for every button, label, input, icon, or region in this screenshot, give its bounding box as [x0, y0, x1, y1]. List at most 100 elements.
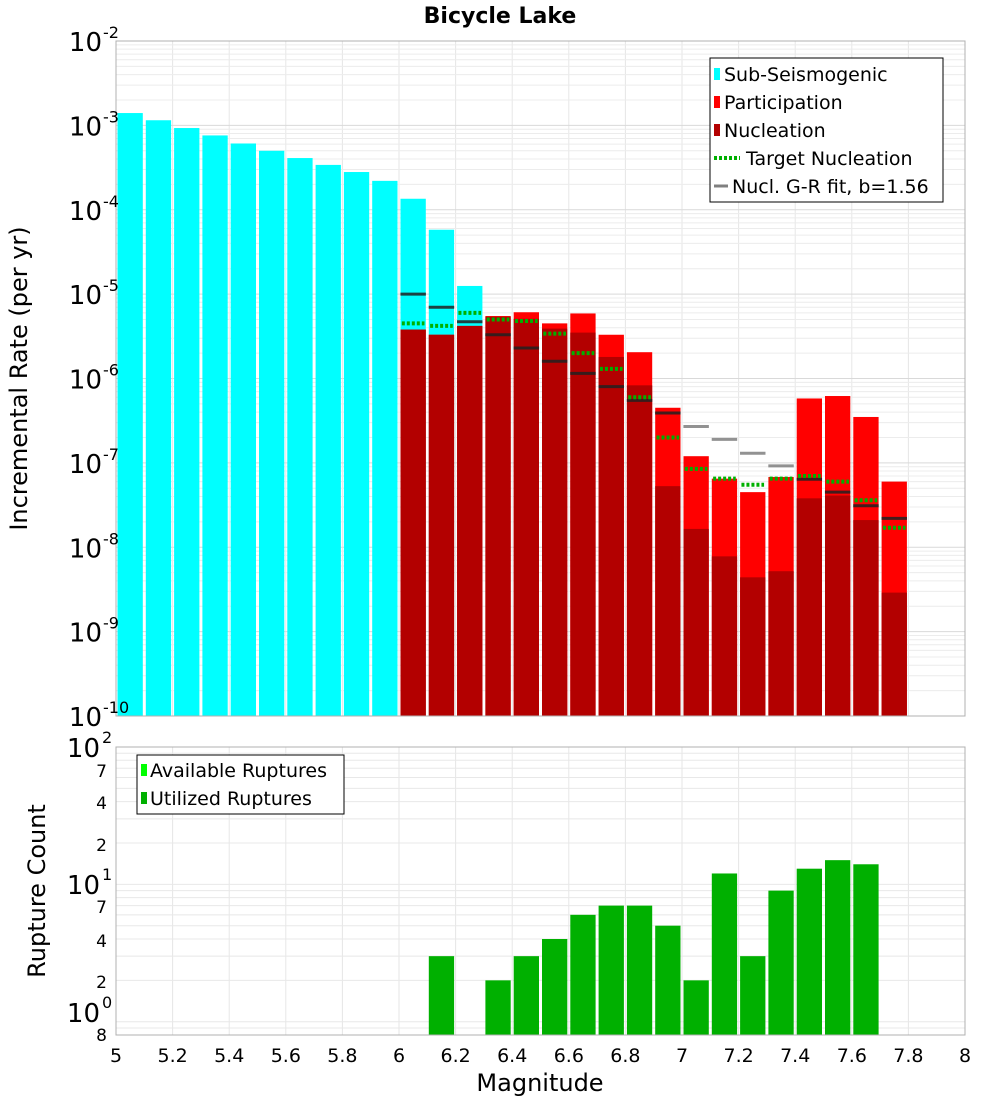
utilized-ruptures-bar: [598, 905, 624, 1035]
sub-seismogenic-bar: [372, 180, 398, 716]
legend-label: Nucleation: [724, 120, 826, 142]
legend-item-available-ruptures: Available Ruptures: [141, 760, 327, 782]
rate-y-tick-exponent: -3: [103, 107, 119, 126]
nucleation-bar: [796, 498, 822, 716]
nucleation-bar: [513, 318, 539, 716]
nucleation-bar: [853, 520, 879, 716]
nucleation-bar: [542, 328, 568, 716]
rate-grid: [115, 41, 966, 717]
rate-y-tick-label: 10: [69, 450, 102, 480]
rate-y-tick: 10 -7: [69, 445, 119, 480]
rate-y-tick-exponent: -7: [103, 445, 119, 464]
nucleation-bar: [598, 356, 624, 716]
x-tick-label: 5.2: [157, 1045, 187, 1067]
rate-y-tick-exponent: -8: [103, 529, 119, 548]
rate-y-tick: 10 -2: [69, 23, 119, 58]
count-y-tick: 10 2: [67, 728, 112, 764]
x-tick-label: 6: [393, 1045, 405, 1067]
x-tick-label: 5: [110, 1045, 122, 1067]
count-y-tick-label: 4: [96, 932, 107, 952]
legend-item-target-nucleation: Target Nucleation: [714, 148, 913, 170]
count-y-tick-label: 4: [96, 794, 107, 814]
nucleation-bar: [740, 577, 766, 716]
rate-legend-box: [709, 57, 944, 203]
rate-panel: 10-210-310-410-510-610-710-810-910-10 In…: [5, 23, 966, 733]
count-y-tick: 4: [96, 932, 107, 952]
rate-y-tick: 10 -5: [69, 276, 119, 311]
x-tick-label: 6.8: [610, 1045, 640, 1067]
count-y-tick-exponent: 1: [102, 865, 112, 884]
count-y-tick-label: 2: [96, 973, 107, 993]
x-tick-label: 6.4: [497, 1045, 527, 1067]
legend-label: Target Nucleation: [745, 148, 913, 170]
x-tick-label: 8: [959, 1045, 971, 1067]
count-y-tick-label: 7: [96, 762, 107, 782]
utilized-ruptures-bar: [740, 956, 766, 1035]
chart-title: Bicycle Lake: [424, 4, 577, 29]
count-y-tick-label: 7: [96, 898, 107, 918]
legend-swatch: [141, 764, 147, 776]
rate-y-tick-label: 10: [69, 28, 102, 58]
sub-seismogenic-bar: [287, 158, 313, 716]
legend-item-participation: Participation: [714, 92, 843, 114]
count-y-tick-label: 8: [96, 1026, 107, 1046]
count-y-tick-label: 10: [67, 734, 100, 764]
nucleation-bar: [711, 556, 738, 716]
legend-label: Available Ruptures: [150, 760, 327, 782]
rate-y-tick-exponent: -9: [103, 614, 119, 633]
legend-item-utilized-ruptures: Utilized Ruptures: [141, 788, 312, 810]
count-y-tick-exponent: 2: [102, 728, 112, 747]
rate-markers: [400, 292, 907, 530]
sub-seismogenic-bar: [145, 120, 172, 717]
rate-bars: [117, 113, 907, 717]
nucleation-bar: [400, 329, 426, 716]
x-tick-label: 7: [676, 1045, 688, 1067]
sub-seismogenic-bar: [315, 164, 341, 716]
nucleation-bar: [825, 495, 851, 716]
nucleation-bar: [768, 571, 794, 716]
count-x-ticks: 5 5.2 5.4 5.6 5.8 6 6.2 6.4 6.6 6.8 7 7.2 7.4 7.6 7.8 8: [110, 1045, 971, 1067]
sub-seismogenic-bar: [259, 150, 285, 716]
rate-legend: Sub-Seismogenic Participation Nucleation Ta…: [709, 57, 944, 203]
rate-y-tick: 10 -9: [69, 614, 119, 649]
utilized-ruptures-bar: [853, 864, 879, 1035]
rate-y-ticks: 10-210-310-410-510-610-710-810-910-10: [69, 23, 129, 733]
utilized-ruptures-bar: [428, 956, 455, 1035]
sub-seismogenic-bar: [174, 128, 200, 717]
x-tick-label: 5.8: [327, 1045, 357, 1067]
rate-y-tick-label: 10: [69, 197, 102, 227]
rate-y-tick-label: 10: [69, 619, 102, 649]
count-y-tick-label: 10: [67, 871, 100, 901]
rate-y-tick: 10 -10: [69, 698, 129, 733]
rate-y-tick: 10 -3: [69, 107, 119, 142]
legend-label: Nucl. G-R fit, b=1.56: [732, 176, 929, 198]
count-y-tick: 10 1: [67, 865, 112, 901]
rate-y-tick: 10 -4: [69, 192, 119, 227]
count-y-tick-label: 10: [67, 999, 100, 1029]
count-y-axis-label: Rupture Count: [23, 804, 51, 978]
count-legend: Available Ruptures Utilized Ruptures: [136, 754, 345, 815]
rate-y-axis-label: Incremental Rate (per yr): [5, 226, 33, 530]
rate-y-tick-exponent: -6: [103, 361, 119, 380]
sub-seismogenic-bar: [230, 143, 256, 716]
utilized-ruptures-bar: [711, 873, 738, 1035]
nucleation-bar: [457, 325, 483, 716]
utilized-ruptures-bar: [796, 868, 822, 1035]
x-tick-label: 5.6: [271, 1045, 301, 1067]
nucleation-bar: [570, 332, 596, 716]
rate-y-tick-label: 10: [69, 703, 102, 733]
utilized-ruptures-bar: [542, 939, 568, 1035]
sub-seismogenic-bar: [202, 135, 228, 717]
x-tick-label: 7.6: [837, 1045, 867, 1067]
nucleation-bar: [683, 528, 709, 716]
count-y-tick-label: 2: [96, 836, 107, 856]
legend-swatch: [141, 792, 147, 804]
x-tick-label: 6.2: [440, 1045, 470, 1067]
nucleation-bar: [655, 486, 681, 716]
count-y-tick: 10 0: [67, 993, 112, 1029]
legend-label: Sub-Seismogenic: [724, 64, 888, 86]
legend-item-nucl-g-r-fit-b-1-56: Nucl. G-R fit, b=1.56: [714, 176, 929, 198]
nucleation-bar: [485, 316, 511, 716]
utilized-ruptures-bar: [655, 925, 681, 1035]
